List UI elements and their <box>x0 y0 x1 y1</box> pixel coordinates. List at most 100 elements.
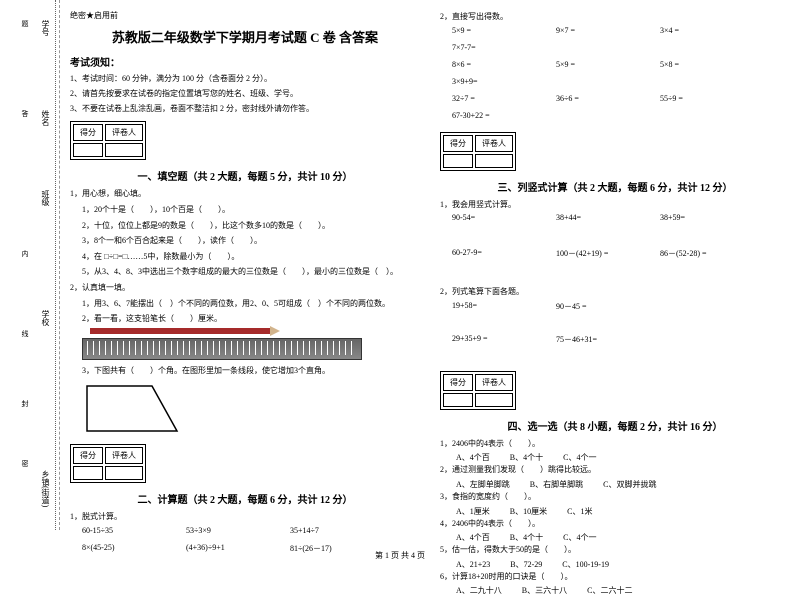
calc2-row: 5×9 = 9×7 = 3×4 = 7×7-7= <box>440 26 790 52</box>
polygon-graphic <box>82 381 182 436</box>
opt: A、左脚单脚跳 <box>456 479 510 490</box>
q1-d: 4，在 □÷□=□……5中，除数最小为（ ）。 <box>70 250 420 264</box>
calc-item: 60-27-9= <box>452 248 532 259</box>
seal-caption: 内 <box>20 250 30 261</box>
score-box: 得分评卷人 <box>440 132 516 171</box>
notice-heading: 考试须知： <box>70 54 420 69</box>
opt: B、10厘米 <box>510 506 547 517</box>
calc-item: 55÷9 = <box>660 94 740 103</box>
polygon-icon <box>82 381 182 436</box>
opt: A、4个百 <box>456 532 490 543</box>
q2-stem: 2，认真填一填。 <box>70 281 420 295</box>
score-label: 得分 <box>443 374 473 391</box>
q2-a: 1，用3、6、7能摆出（ ）个不同的两位数，用2、0、5可组成（ ）个不同的两位… <box>70 297 420 311</box>
calc2-row: 8×6 = 5×9 = 5×8 = 3×9+9= <box>440 60 790 86</box>
opt: C、二六十二 <box>587 585 632 596</box>
score-label: 得分 <box>443 135 473 152</box>
calc-item: 75－46+31= <box>556 334 636 345</box>
section-2-heading: 二、计算题（共 2 大题，每题 6 分，共计 12 分） <box>70 491 420 506</box>
section-4-heading: 四、选一选（共 8 小题，每题 2 分，共计 16 分） <box>440 418 790 433</box>
instruction-line: 2、请首先按要求在试卷的指定位置填写您的姓名、班级、学号。 <box>70 88 420 101</box>
instruction-line: 3、不要在试卷上乱涂乱画，卷面不整洁扣 2 分，密封线外请勿作答。 <box>70 103 420 116</box>
opt: C、4个一 <box>563 532 596 543</box>
calc-item: 5×9 = <box>556 60 636 69</box>
mc-q3: 3，食指的宽度约（ ）。 <box>440 490 790 504</box>
seal-caption: 封 <box>20 400 30 411</box>
score-box: 得分评卷人 <box>70 121 146 160</box>
mc-q6-opts: A、二九十八 B、三六十八 C、二六十二 <box>440 585 790 596</box>
fold-line <box>55 0 56 530</box>
page-content: 绝密★启用前 苏教版二年级数学下学期月考试题 C 卷 含答案 考试须知： 1、考… <box>70 10 790 596</box>
calc2-stem: 2，直接写出得数。 <box>440 10 790 24</box>
binding-margin: 学号 姓名 班级 学校 乡镇(街道) 题 答 内 线 封 密 <box>0 0 60 530</box>
seal-caption: 密 <box>20 460 30 471</box>
instruction-line: 1、考试时间：60 分钟，满分为 100 分（含卷面分 2 分）。 <box>70 73 420 86</box>
vert1-stem: 1，我会用竖式计算。 <box>440 198 790 212</box>
left-column: 绝密★启用前 苏教版二年级数学下学期月考试题 C 卷 含答案 考试须知： 1、考… <box>70 10 420 596</box>
calc-item: 9×7 = <box>556 26 636 35</box>
calc-item: 8×6 = <box>452 60 532 69</box>
mc-q1: 1，2406中的4表示（ ）。 <box>440 437 790 451</box>
grader-label: 评卷人 <box>475 135 513 152</box>
opt: B、4个十 <box>510 532 543 543</box>
calc-item: 32÷7 = <box>452 94 532 103</box>
calc-item: 67-30+22 = <box>452 111 532 120</box>
opt: B、4个十 <box>510 452 543 463</box>
mc-q3-opts: A、1厘米 B、10厘米 C、1米 <box>440 506 790 517</box>
vert2-row: 29+35+9 = 75－46+31= <box>440 334 790 345</box>
opt: A、1厘米 <box>456 506 490 517</box>
pencil-graphic <box>90 328 270 334</box>
opt: A、4个百 <box>456 452 490 463</box>
calc-item: 5×9 = <box>452 26 532 35</box>
calc-item: 53÷3×9 <box>186 526 266 535</box>
opt: C、双脚并拢跳 <box>603 479 656 490</box>
q1-c: 3，8个一和6个百合起来是（ ），读作（ ）。 <box>70 234 420 248</box>
opt: C、4个一 <box>563 452 596 463</box>
calc-item: 38+44= <box>556 213 636 222</box>
q1-a: 1，20个十是（ ），10个百是（ ）。 <box>70 203 420 217</box>
calc-item: 3×4 = <box>660 26 740 35</box>
score-label: 得分 <box>73 447 103 464</box>
side-label-class: 班级 <box>40 190 51 206</box>
ruler-graphic <box>82 338 362 360</box>
score-label: 得分 <box>73 124 103 141</box>
exam-title: 苏教版二年级数学下学期月考试题 C 卷 含答案 <box>70 27 420 46</box>
score-box: 得分评卷人 <box>70 444 146 483</box>
side-label-school: 学校 <box>40 310 51 326</box>
side-label-town: 乡镇(街道) <box>40 470 51 507</box>
mc-q2: 2，通过测量我们发现（ ）跳得比较远。 <box>440 463 790 477</box>
calc-item: 5×8 = <box>660 60 740 69</box>
vert1-row: 60-27-9= 100－(42+19) = 86－(52-28) = <box>440 248 790 259</box>
vert2-row: 19+58= 90－45 = <box>440 301 790 312</box>
side-label-name: 姓名 <box>40 110 51 126</box>
vert2-stem: 2，列式笔算下面各题。 <box>440 285 790 299</box>
mc-q6: 6，计算18+20时用的口诀是（ ）。 <box>440 570 790 584</box>
calc1-stem: 1，脱式计算。 <box>70 510 420 524</box>
seal-caption: 题 <box>20 20 30 31</box>
page-footer: 第 1 页 共 4 页 <box>0 550 800 561</box>
calc-item: 38+59= <box>660 213 740 222</box>
grader-label: 评卷人 <box>105 124 143 141</box>
calc-item: 100－(42+19) = <box>556 248 636 259</box>
side-label-id: 学号 <box>40 20 51 36</box>
calc-item: 90-54= <box>452 213 532 222</box>
calc-item: 35+14÷7 <box>290 526 370 535</box>
opt: A、二九十八 <box>456 585 502 596</box>
calc-item: 86－(52-28) = <box>660 248 740 259</box>
seal-caption: 线 <box>20 330 30 341</box>
grader-label: 评卷人 <box>105 447 143 464</box>
calc2-row: 32÷7 = 36÷6 = 55÷9 = 67-30+22 = <box>440 94 790 120</box>
score-box: 得分评卷人 <box>440 371 516 410</box>
mc-q4: 4，2406中的4表示（ ）。 <box>440 517 790 531</box>
calc-item: 19+58= <box>452 301 532 312</box>
q1-stem: 1，用心想，细心填。 <box>70 187 420 201</box>
calc-item: 36÷6 = <box>556 94 636 103</box>
section-3-heading: 三、列竖式计算（共 2 大题，每题 6 分，共计 12 分） <box>440 179 790 194</box>
mc-q4-opts: A、4个百 B、4个十 C、4个一 <box>440 532 790 543</box>
q2-b: 2，看一看，这支铅笔长（ ）厘米。 <box>70 312 420 326</box>
calc1-row: 60-15÷35 53÷3×9 35+14÷7 <box>70 526 420 535</box>
calc-item: 60-15÷35 <box>82 526 162 535</box>
section-1-heading: 一、填空题（共 2 大题，每题 5 分，共计 10 分） <box>70 168 420 183</box>
opt: B、三六十八 <box>522 585 567 596</box>
opt: B、右脚单脚跳 <box>530 479 583 490</box>
